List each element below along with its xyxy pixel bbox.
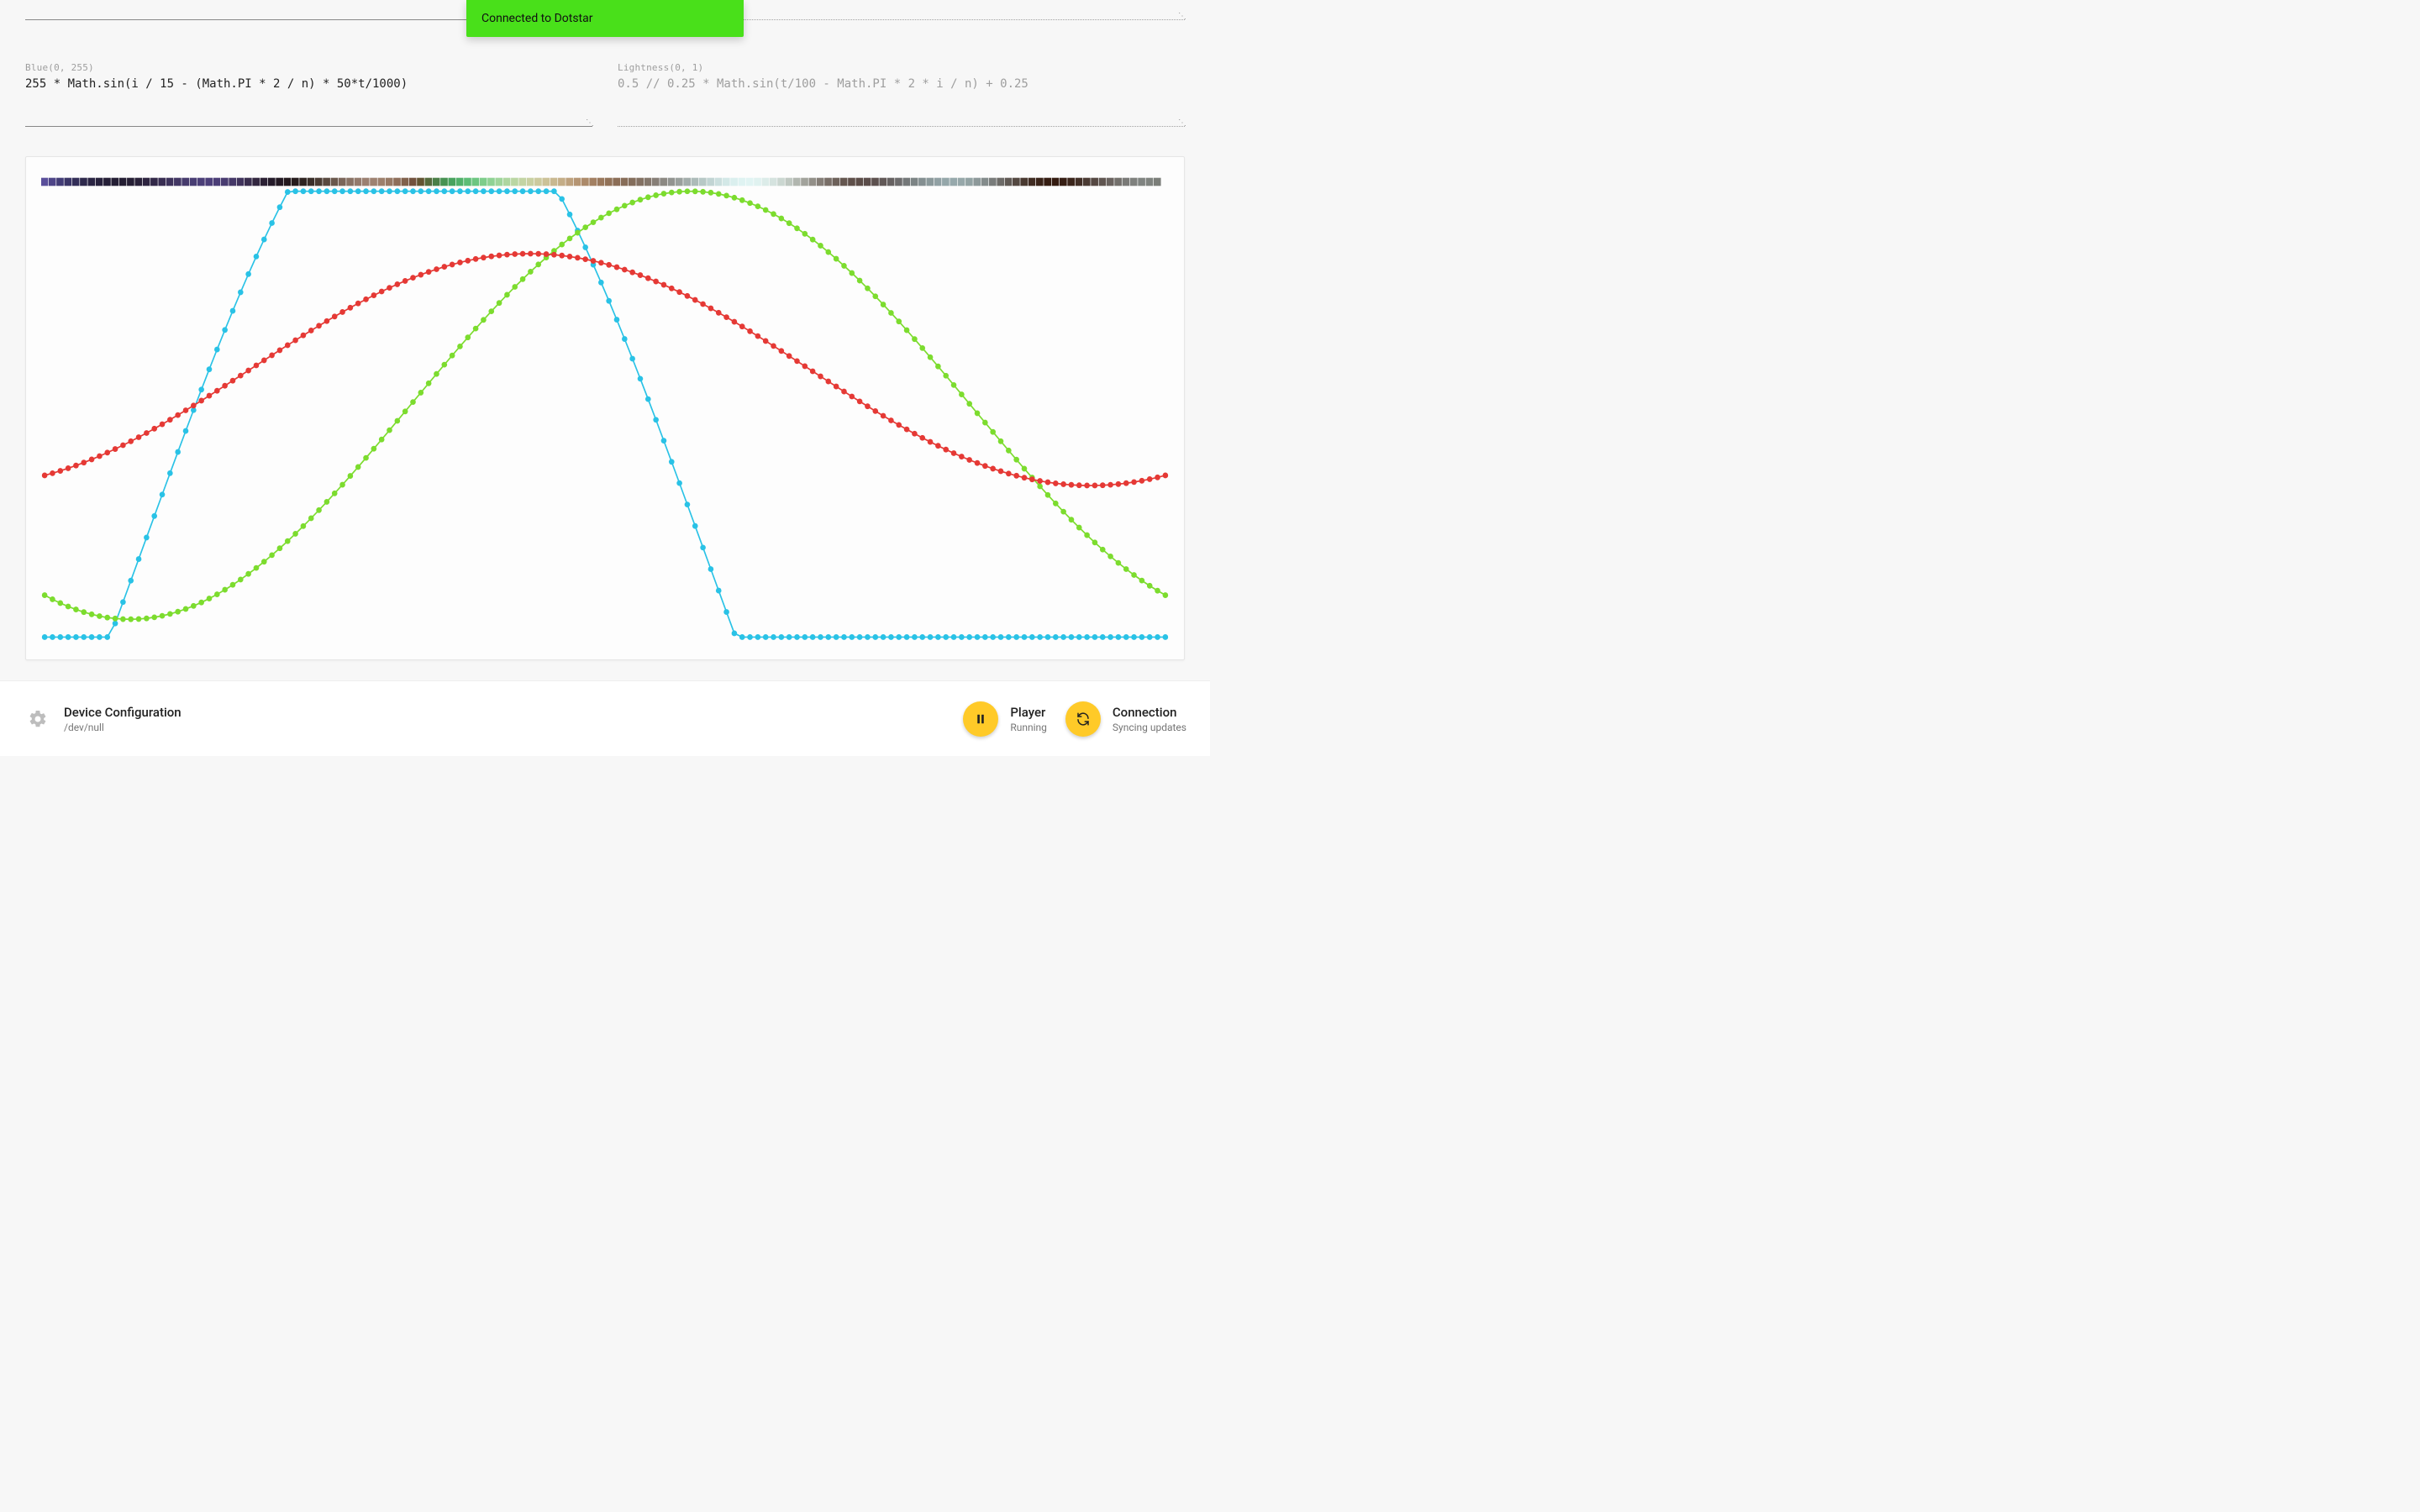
resize-handle-icon [1178, 13, 1186, 21]
editor-blue: Blue(0, 255) 255 * Math.sin(i / 15 - (Ma… [25, 57, 592, 127]
snackbar-text: Connected to Dotstar [481, 12, 593, 25]
chart-card [25, 156, 1185, 660]
field-blue[interactable]: Blue(0, 255) 255 * Math.sin(i / 15 - (Ma… [25, 62, 592, 127]
snackbar-connected: Connected to Dotstar [466, 0, 744, 37]
player-pause-button[interactable] [963, 701, 998, 737]
pause-icon [973, 711, 988, 727]
field-lightness-value[interactable]: 0.5 // 0.25 * Math.sin(t/100 - Math.PI *… [618, 77, 1185, 121]
field-blue-value[interactable]: 255 * Math.sin(i / 15 - (Math.PI * 2 / n… [25, 77, 592, 121]
device-config-sub: /dev/null [64, 722, 182, 733]
connection-title: Connection [1113, 705, 1186, 720]
connection-sub: Syncing updates [1113, 722, 1186, 733]
connection-sync-button[interactable] [1065, 701, 1101, 737]
device-config-title: Device Configuration [64, 705, 182, 720]
player-sub: Running [1010, 722, 1047, 733]
device-config-button[interactable] [24, 705, 52, 733]
field-lightness[interactable]: Lightness(0, 1) 0.5 // 0.25 * Math.sin(t… [618, 62, 1185, 127]
field-blue-label: Blue(0, 255) [25, 62, 94, 73]
gear-icon [28, 709, 48, 729]
sync-icon [1076, 711, 1091, 727]
field-lightness-label: Lightness(0, 1) [618, 62, 703, 73]
chart-svg [41, 169, 1169, 644]
editor-lightness: Lightness(0, 1) 0.5 // 0.25 * Math.sin(t… [618, 57, 1185, 127]
bottom-bar: Device Configuration /dev/null Player Ru… [0, 680, 1210, 756]
player-title: Player [1010, 705, 1047, 720]
